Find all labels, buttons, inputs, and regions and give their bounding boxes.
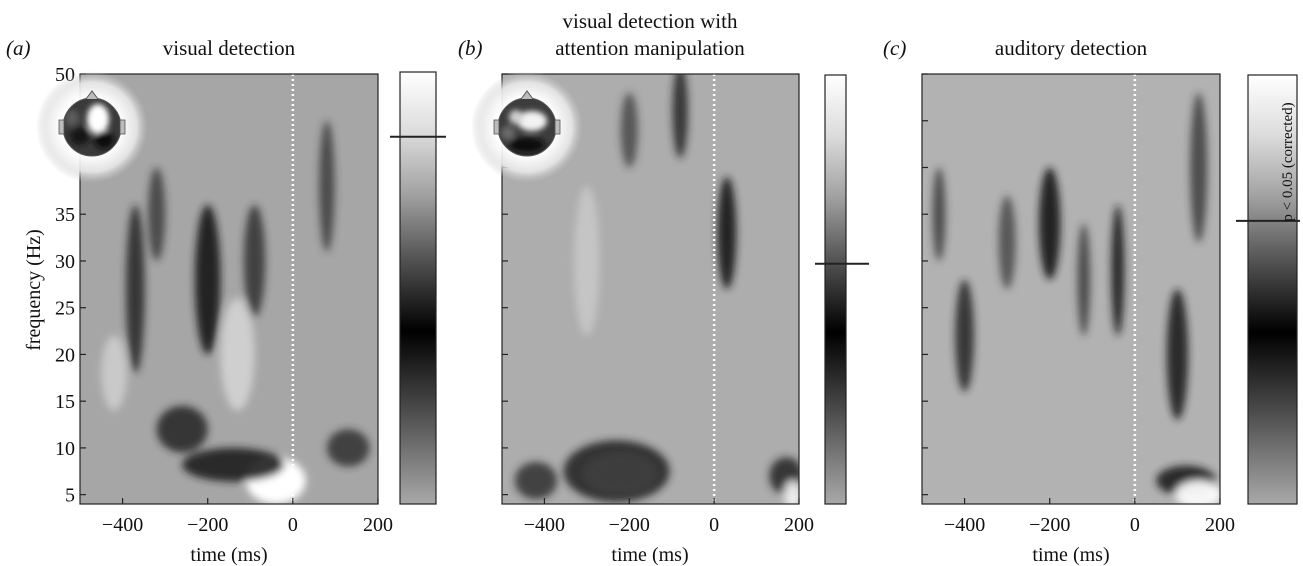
heatmap-blob — [148, 167, 166, 261]
plot-frame — [501, 73, 800, 505]
colorbar — [399, 71, 437, 505]
y-tick-label: 30 — [55, 251, 75, 273]
scalp-topography-inset — [36, 71, 148, 183]
y-axis-label: frequency (Hz) — [23, 229, 45, 351]
heatmap-blob — [1190, 92, 1208, 243]
heatmap-blob — [1166, 289, 1189, 420]
heatmap-blobs — [101, 120, 370, 504]
x-tick-label: −400 — [102, 514, 143, 536]
panel-letter: (c) — [883, 36, 906, 60]
x-tick-label: −200 — [609, 514, 650, 536]
colorbar-label: p < 0.05 (corrected) — [1280, 102, 1296, 221]
x-axis-label: time (ms) — [1032, 544, 1109, 566]
x-axis: −400 −200 0 200 — [944, 498, 1235, 536]
x-axis-label: time (ms) — [190, 544, 267, 566]
y-tick-label: 10 — [55, 438, 75, 460]
heatmap-blobs — [514, 74, 799, 504]
heatmap-blob — [932, 167, 946, 261]
heatmap-blob — [182, 447, 285, 482]
panel-title-line-2: attention manipulation — [555, 36, 745, 60]
heatmap-blob — [955, 279, 974, 392]
panel-b: (b) visual detection with attention mani… — [458, 9, 869, 566]
x-tick-label: 0 — [709, 514, 719, 536]
x-tick-label: −200 — [1029, 514, 1070, 536]
heatmap-blob — [156, 405, 208, 453]
x-tick-label: −400 — [524, 514, 565, 536]
x-tick-label: 200 — [363, 514, 393, 536]
panel-c: (c) auditory detection −400 −200 0 200 time… — [883, 36, 1300, 566]
heatmap-blob — [574, 186, 600, 336]
x-axis: −400 −200 0 200 — [524, 498, 814, 536]
heatmap-blob — [319, 120, 335, 252]
heatmap-blob — [125, 204, 145, 374]
x-tick-label: 0 — [288, 514, 298, 536]
colorbar — [1247, 74, 1298, 505]
heatmap-blob — [326, 429, 370, 467]
x-tick-label: 0 — [1130, 514, 1140, 536]
heatmap-blob — [220, 298, 255, 411]
y-tick-label: 20 — [55, 344, 75, 366]
heatmap-blob — [1175, 480, 1220, 504]
heatmap-blob — [194, 204, 221, 355]
heatmap-blob — [1077, 223, 1091, 336]
heatmap-blob — [620, 92, 638, 168]
plot-frame — [79, 73, 379, 505]
y-tick-label: 25 — [55, 298, 75, 320]
heatmap-blob — [784, 480, 799, 504]
heatmap-blob — [1039, 167, 1061, 280]
x-tick-label: 200 — [1205, 514, 1235, 536]
heatmap-blob — [101, 335, 127, 411]
y-tick-label: 5 — [65, 485, 75, 507]
colorbar — [824, 74, 847, 505]
scalp-topography-inset — [471, 71, 583, 183]
x-tick-label: 200 — [784, 514, 814, 536]
panel-title: auditory detection — [995, 36, 1148, 60]
plot-frame — [921, 73, 1221, 505]
x-axis: −400 −200 0 200 — [102, 498, 393, 536]
heatmap-blob — [1111, 204, 1125, 336]
panel-title-line-1: visual detection with — [563, 9, 738, 33]
heatmap-blob — [243, 204, 266, 318]
panel-letter: (b) — [458, 36, 483, 60]
heatmap-blob — [514, 461, 558, 500]
heatmap-blob — [563, 440, 670, 503]
x-tick-label: −200 — [187, 514, 228, 536]
heatmap-blob — [998, 195, 1016, 289]
heatmap-blob — [717, 176, 737, 289]
heatmap-blobs — [932, 92, 1220, 504]
heatmap-blob — [672, 74, 688, 159]
y-axis — [922, 73, 928, 496]
y-tick-label: 35 — [55, 204, 75, 226]
panel-letter: (a) — [6, 36, 31, 60]
panel-a: (a) visual detection −400 −200 0 200 5 10 15 2… — [6, 36, 446, 566]
y-tick-label: 15 — [55, 391, 75, 413]
x-tick-label: −400 — [944, 514, 985, 536]
heatmap-background — [922, 74, 1220, 504]
panel-title: visual detection — [163, 36, 296, 60]
x-axis-label: time (ms) — [611, 544, 688, 566]
